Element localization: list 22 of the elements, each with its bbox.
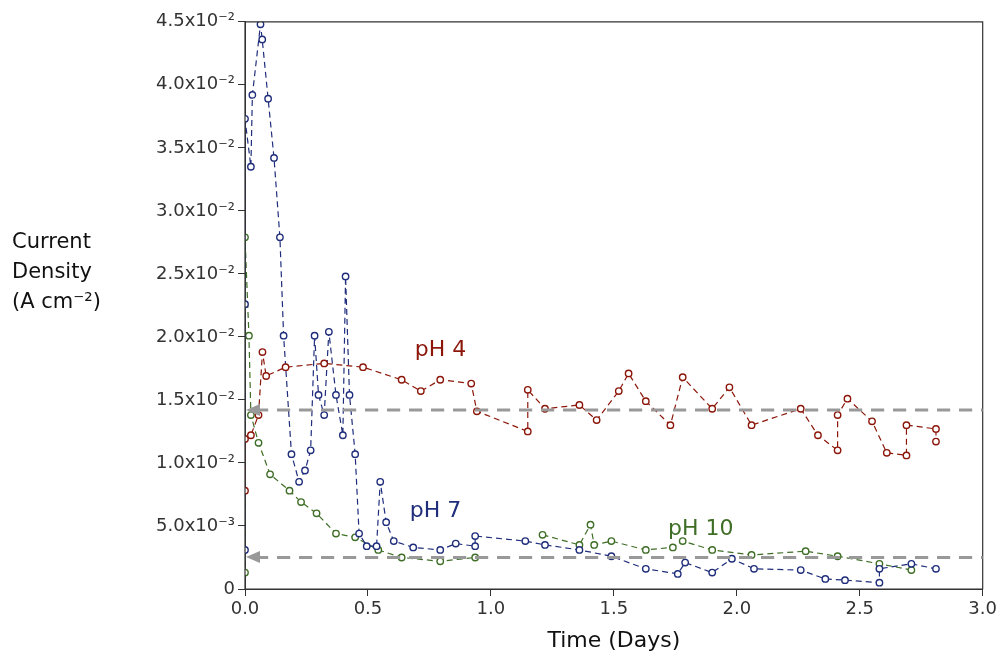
x-tick-label: 3.0 bbox=[968, 597, 998, 619]
series-label: pH 7 bbox=[409, 497, 462, 523]
y-tick-label: 3.5x10⁻² bbox=[156, 135, 235, 157]
y-tick-label: 0 bbox=[223, 576, 235, 598]
x-tick-label: 2.5 bbox=[845, 597, 875, 619]
y-tick-label: 4.5x10⁻² bbox=[156, 9, 235, 31]
x-tick-label: 0.5 bbox=[353, 597, 383, 619]
y-tick-label: 1.5x10⁻² bbox=[156, 387, 235, 409]
y-axis-title: Current Density (A cm⁻²) bbox=[12, 228, 102, 315]
y-tick-label: 2.5x10⁻² bbox=[156, 261, 235, 283]
y-tick-label: 4.0x10⁻² bbox=[156, 72, 235, 94]
x-tick-label: 1.0 bbox=[476, 597, 506, 619]
y-tick-label: 5.0x10⁻³ bbox=[156, 513, 235, 535]
x-tick-label: 0.0 bbox=[230, 597, 260, 619]
x-tick-label: 2.0 bbox=[722, 597, 752, 619]
series-label: pH 4 bbox=[414, 335, 467, 361]
x-axis-title: Time (Days) bbox=[546, 626, 681, 652]
y-tick-label: 3.0x10⁻² bbox=[156, 198, 235, 220]
y-tick-label: 1.0x10⁻² bbox=[156, 450, 235, 472]
x-tick-label: 1.5 bbox=[599, 597, 629, 619]
y-tick-label: 2.0x10⁻² bbox=[156, 324, 235, 346]
series-label: pH 10 bbox=[667, 514, 734, 540]
